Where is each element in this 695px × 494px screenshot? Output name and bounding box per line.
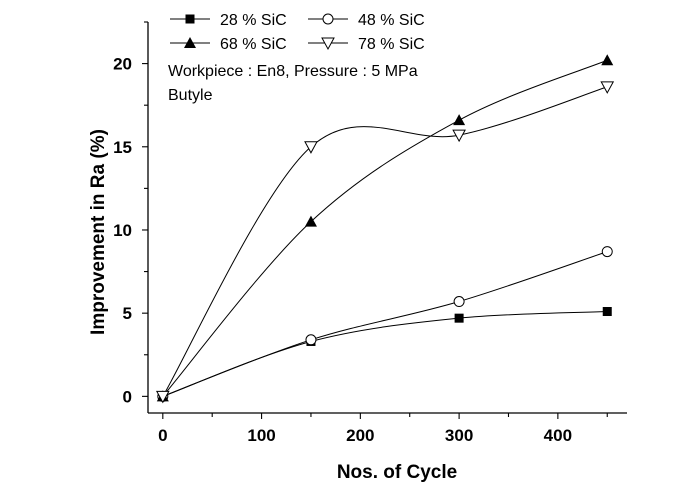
x-tick-label: 200 <box>346 426 374 445</box>
data-point <box>304 141 318 154</box>
annotations: Workpiece : En8, Pressure : 5 MPa Butyle <box>168 63 418 104</box>
legend-label: 68 % SiC <box>220 36 287 53</box>
legend-marker <box>321 37 335 51</box>
x-axis-title: Nos. of Cycle <box>337 462 457 483</box>
legend-label: 78 % SiC <box>358 36 425 53</box>
legend-marker <box>185 14 195 24</box>
x-tick-label: 0 <box>158 426 167 445</box>
y-tick-label: 15 <box>113 138 132 157</box>
y-tick-label: 5 <box>123 304 132 323</box>
series-line <box>162 311 608 397</box>
legend-marker <box>184 37 196 48</box>
data-point <box>601 246 613 258</box>
legend-label: 28 % SiC <box>220 12 287 29</box>
legend-label: 48 % SiC <box>358 12 425 29</box>
data-point <box>453 296 465 308</box>
fit-curves <box>162 59 608 397</box>
data-point <box>304 215 317 227</box>
axes: 0 100 200 300 400 0 5 10 15 20 <box>113 21 627 445</box>
y-tick-label: 20 <box>113 55 132 74</box>
data-points <box>155 54 615 404</box>
x-tick-label: 300 <box>445 426 473 445</box>
y-tick-label: 10 <box>113 221 132 240</box>
data-point <box>602 307 612 317</box>
data-point <box>601 54 614 66</box>
annotation-workpiece: Workpiece : En8, Pressure : 5 MPa <box>168 63 418 80</box>
x-tick-label: 100 <box>247 426 275 445</box>
data-point <box>453 114 466 126</box>
data-point <box>454 313 464 323</box>
data-point <box>600 81 615 94</box>
data-point <box>452 129 466 143</box>
data-point <box>305 334 317 346</box>
legend: 28 % SiC 48 % SiC 68 % SiC 78 % SiC <box>170 12 425 53</box>
annotation-butyle: Butyle <box>168 87 213 104</box>
series-line <box>162 251 608 397</box>
series-line <box>162 86 608 397</box>
y-axis-title: Improvement in Ra (%) <box>88 129 109 335</box>
data-point <box>155 390 170 404</box>
x-tick-label: 400 <box>544 426 572 445</box>
y-tick-label: 0 <box>123 387 132 406</box>
legend-marker <box>322 13 334 25</box>
series-line <box>162 59 608 397</box>
